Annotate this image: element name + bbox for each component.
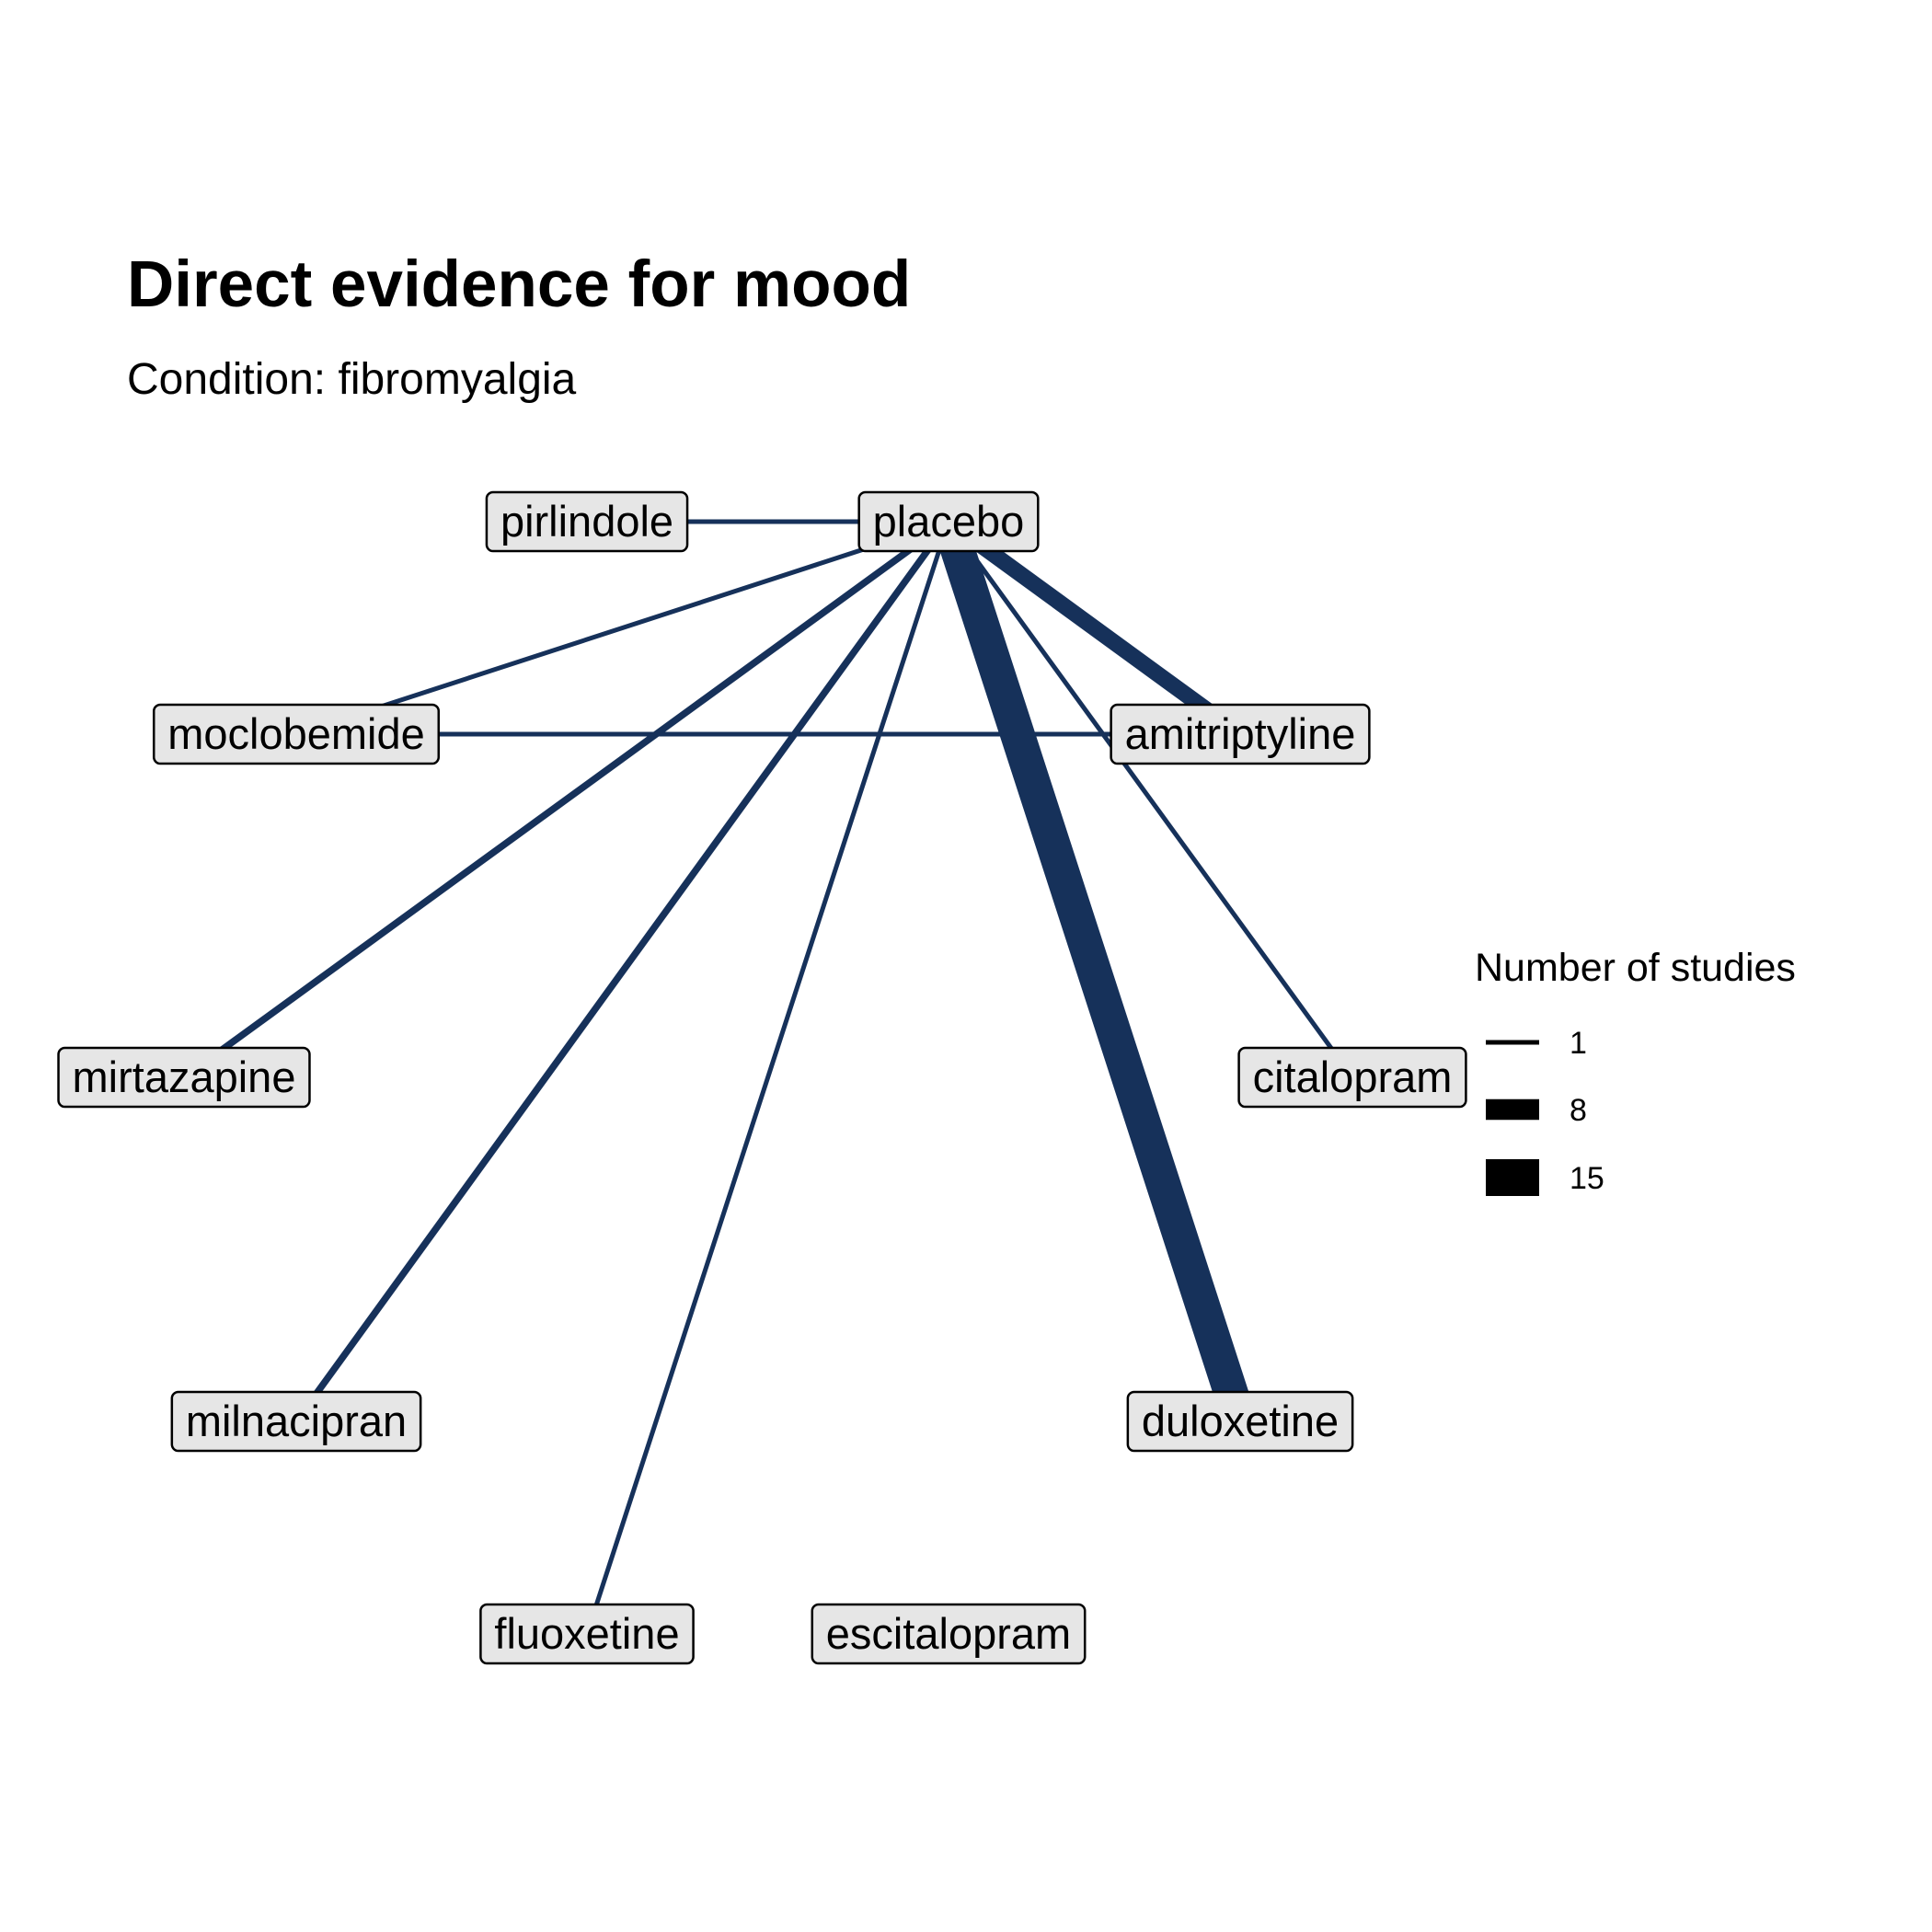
node-box-duloxetine [1126,1390,1354,1453]
legend-label-8: 8 [1570,1093,1587,1128]
node-box-pirlindole [485,490,689,553]
node-milnacipran: milnacipran [170,1390,422,1453]
node-citalopram: citalopram [1237,1046,1467,1109]
edge-placebo-duloxetine [932,516,1257,1427]
node-label-mirtazapine: mirtazapine [73,1052,296,1101]
node-label-fluoxetine: fluoxetine [494,1609,679,1658]
node-box-placebo [857,490,1040,553]
plot-subtitle: Condition: fibromyalgia [127,355,577,404]
node-box-moclobemide [152,703,441,765]
legend-label-15: 15 [1570,1161,1604,1196]
node-pirlindole: pirlindole [485,490,689,553]
node-label-placebo: placebo [873,497,1025,546]
node-box-fluoxetine [479,1603,695,1665]
node-label-milnacipran: milnacipran [186,1397,407,1445]
node-mirtazapine: mirtazapine [57,1046,311,1109]
nodes-layer: placebo pirlindole moclobemide amitriptylin… [57,490,1467,1665]
node-box-amitriptyline [1110,703,1371,765]
plot-title: Direct evidence for mood [127,248,911,321]
edge-placebo-fluoxetine [584,521,951,1635]
node-box-milnacipran [170,1390,422,1453]
node-box-mirtazapine [57,1046,311,1109]
edge-placebo-citalopram [946,520,1355,1079]
node-box-citalopram [1237,1046,1467,1109]
node-fluoxetine: fluoxetine [479,1603,695,1665]
edge-placebo-amitriptyline [943,514,1246,742]
edge-placebo-milnacipran [293,519,952,1424]
node-label-moclobemide: moclobemide [167,709,425,758]
node-label-pirlindole: pirlindole [500,497,673,546]
node-placebo: placebo [857,490,1040,553]
legend-label-1: 1 [1570,1026,1587,1061]
node-amitriptyline: amitriptyline [1110,703,1371,765]
node-duloxetine: duloxetine [1126,1390,1354,1453]
node-box-escitalopram [811,1603,1087,1665]
edges-layer [181,514,1355,1635]
node-moclobemide: moclobemide [152,703,441,765]
node-label-citalopram: citalopram [1253,1052,1453,1101]
edge-placebo-moclobemide [295,519,949,737]
edge-placebo-mirtazapine [181,518,951,1081]
node-label-escitalopram: escitalopram [826,1609,1071,1658]
node-label-amitriptyline: amitriptyline [1125,709,1356,758]
legend-key-15 [1486,1159,1539,1196]
legend-key-1 [1486,1040,1539,1045]
legend-title: Number of studies [1475,946,1796,990]
node-escitalopram: escitalopram [811,1603,1087,1665]
legend-key-8 [1486,1098,1539,1121]
node-label-duloxetine: duloxetine [1142,1397,1339,1445]
